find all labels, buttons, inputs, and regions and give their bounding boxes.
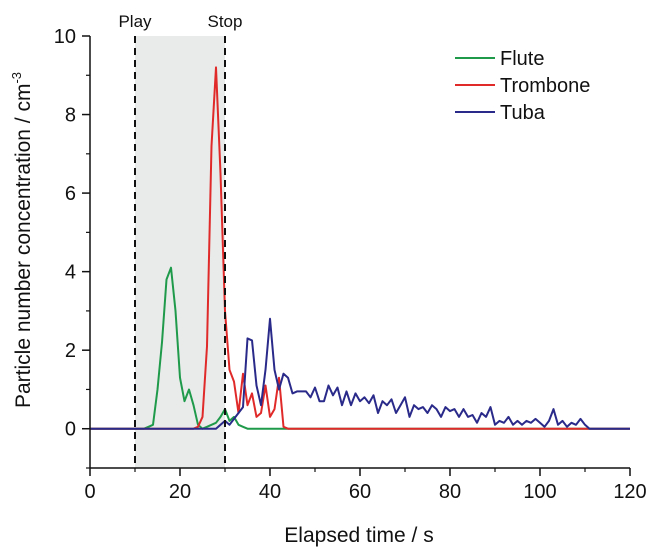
y-tick-label: 8 [65, 105, 76, 127]
axes-layer: 0 20 40 60 80 100 120 0 2 4 6 8 10 [54, 26, 647, 503]
x-tick-label: 0 [84, 481, 95, 503]
x-tick-label: 80 [439, 481, 461, 503]
x-tick-label: 20 [169, 481, 191, 503]
x-tick-label: 40 [259, 481, 281, 503]
x-tick-label: 100 [523, 481, 556, 503]
y-tick-label: 10 [54, 26, 76, 48]
legend-label-flute: Flute [500, 48, 544, 70]
y-tick-label: 2 [65, 340, 76, 362]
shaded-play-region [135, 36, 225, 468]
y-axis-title-superscript: -3 [9, 72, 24, 84]
x-tick-label: 120 [613, 481, 646, 503]
y-tick-label: 0 [65, 419, 76, 441]
series-layer [90, 66, 630, 430]
legend-label-trombone: Trombone [500, 75, 590, 97]
legend: Flute Trombone Tuba [455, 48, 590, 124]
marker-layer: Play Stop [118, 12, 242, 468]
y-axis-title-text: Particle number concentration / cm [12, 84, 35, 408]
x-axis-title: Elapsed time / s [284, 524, 433, 547]
x-tick-label: 60 [349, 481, 371, 503]
marker-label-stop: Stop [208, 12, 243, 31]
series-line-flute [90, 266, 630, 430]
y-tick-label: 4 [65, 262, 76, 284]
series-line-tuba [90, 317, 630, 430]
y-axis-title: Particle number concentration / cm-3 [9, 72, 35, 408]
y-tick-label: 6 [65, 183, 76, 205]
legend-label-tuba: Tuba [500, 102, 546, 124]
marker-label-play: Play [118, 12, 152, 31]
shaded-region-layer [135, 36, 225, 468]
